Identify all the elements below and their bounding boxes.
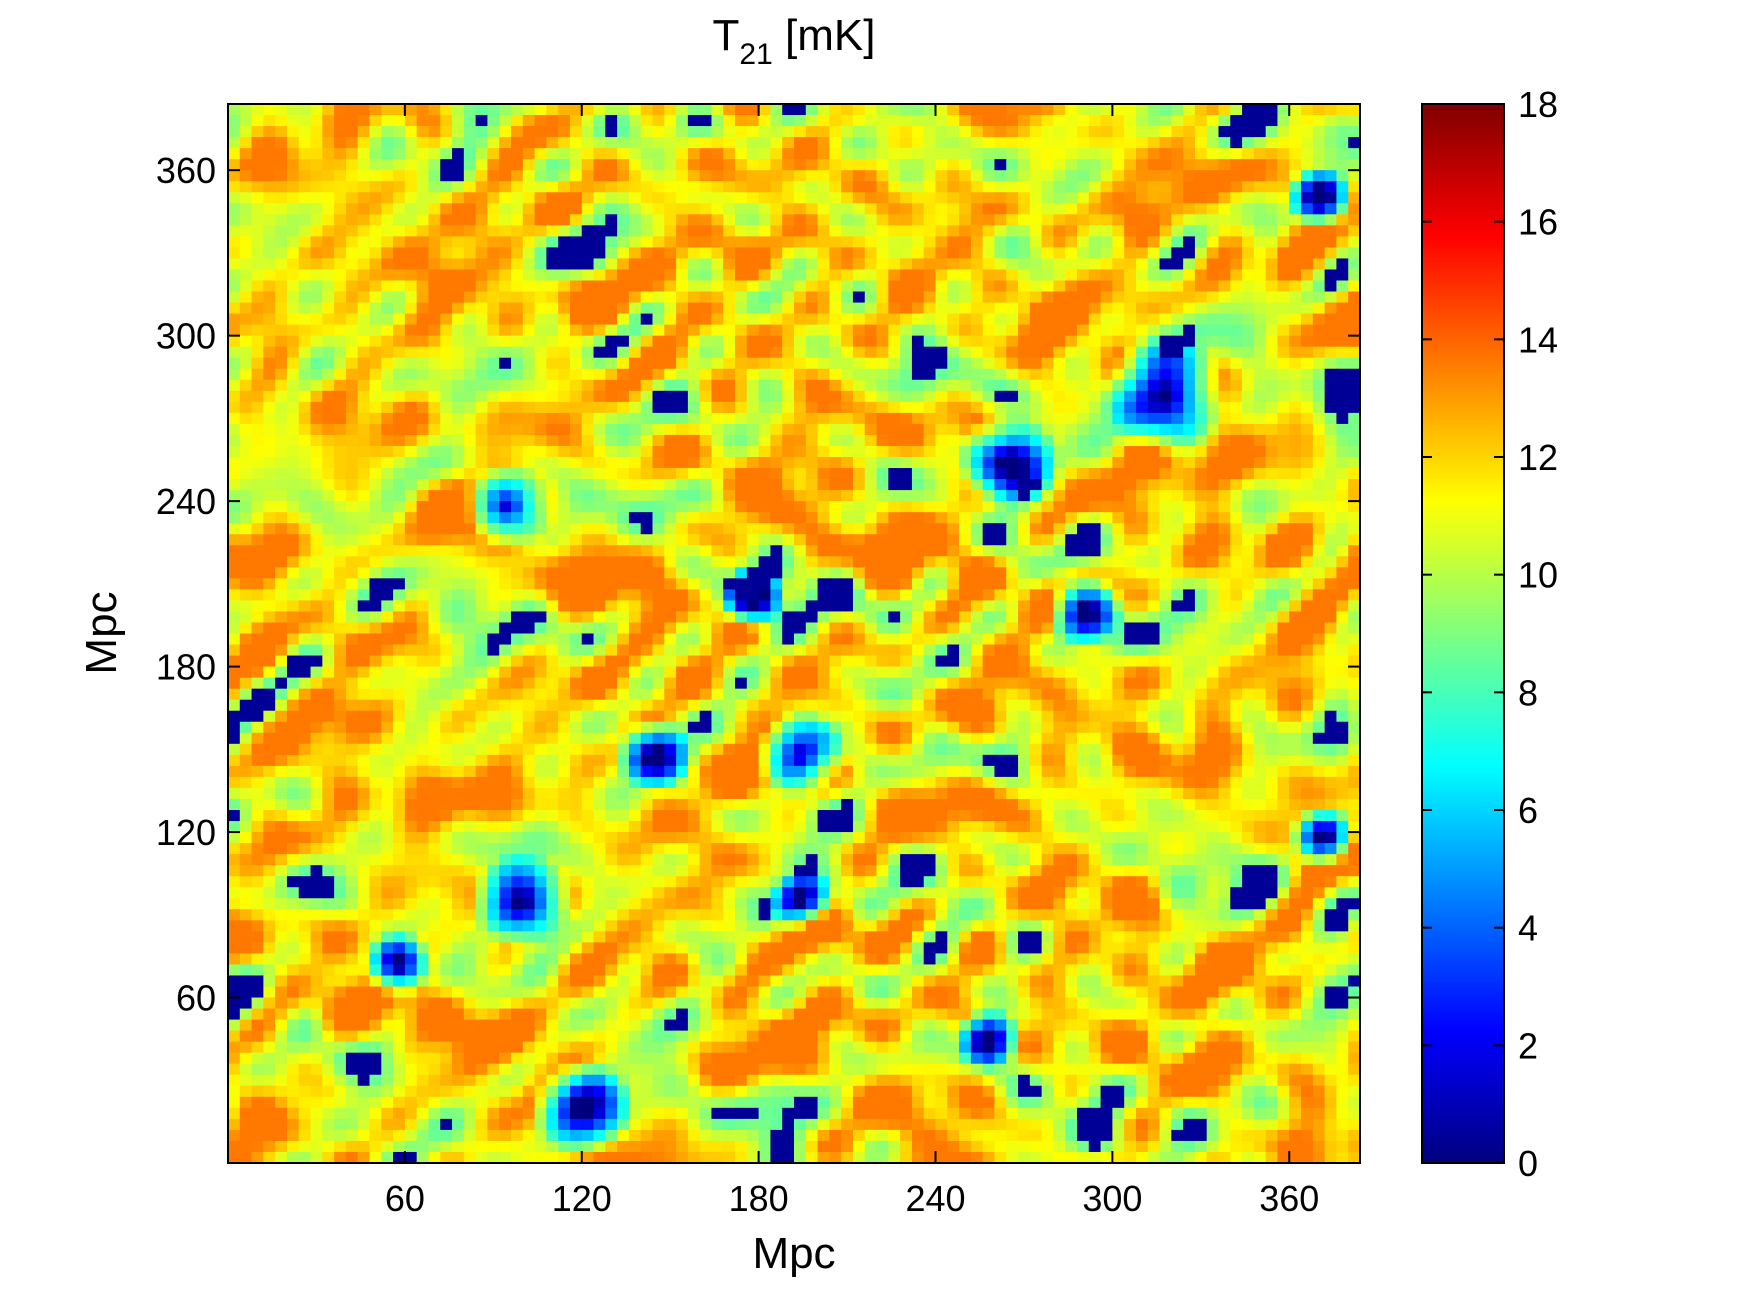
y-tick-label: 300: [156, 316, 216, 357]
x-tick-label: 360: [1259, 1178, 1319, 1219]
y-tick-label: 120: [156, 812, 216, 853]
x-tick-label: 60: [385, 1178, 425, 1219]
y-tick-label: 240: [156, 481, 216, 522]
y-tick-label: 180: [156, 647, 216, 688]
heatmap-field: [228, 104, 1360, 1163]
title-suffix: [mK]: [773, 11, 876, 60]
colorbar-tick-label: 10: [1518, 555, 1558, 596]
colorbar: [1421, 103, 1505, 1164]
colorbar-tick-label: 2: [1518, 1025, 1538, 1066]
colorbar-tick-label: 8: [1518, 672, 1538, 713]
colorbar-tick-label: 18: [1518, 84, 1558, 125]
title-subscript: 21: [739, 38, 772, 71]
title-main: T: [713, 11, 740, 60]
colorbar-tick-label: 12: [1518, 437, 1558, 478]
x-tick-label: 300: [1082, 1178, 1142, 1219]
colorbar-tick-label: 14: [1518, 319, 1558, 360]
colorbar-axis: 0 2 4 6 8 10 12 14 16 18: [1422, 84, 1558, 1184]
colorbar-tick-label: 0: [1518, 1143, 1538, 1184]
chart-title: T21 [mK]: [713, 11, 876, 71]
x-tick-label: 180: [729, 1178, 789, 1219]
y-axis: 60 120 180 240 300 360: [156, 150, 1360, 1019]
x-axis: 60 120 180 240 300 360: [385, 104, 1319, 1219]
x-axis-label: Mpc: [752, 1229, 835, 1278]
colorbar-tick-label: 16: [1518, 202, 1558, 243]
colorbar-tick-label: 6: [1518, 790, 1538, 831]
x-tick-label: 240: [905, 1178, 965, 1219]
colorbar-tick-label: 4: [1518, 908, 1538, 949]
y-tick-label: 60: [176, 978, 216, 1019]
y-axis-label: Mpc: [77, 591, 126, 674]
y-tick-label: 360: [156, 150, 216, 191]
x-tick-label: 120: [552, 1178, 612, 1219]
plot-frame: [227, 103, 1361, 1164]
